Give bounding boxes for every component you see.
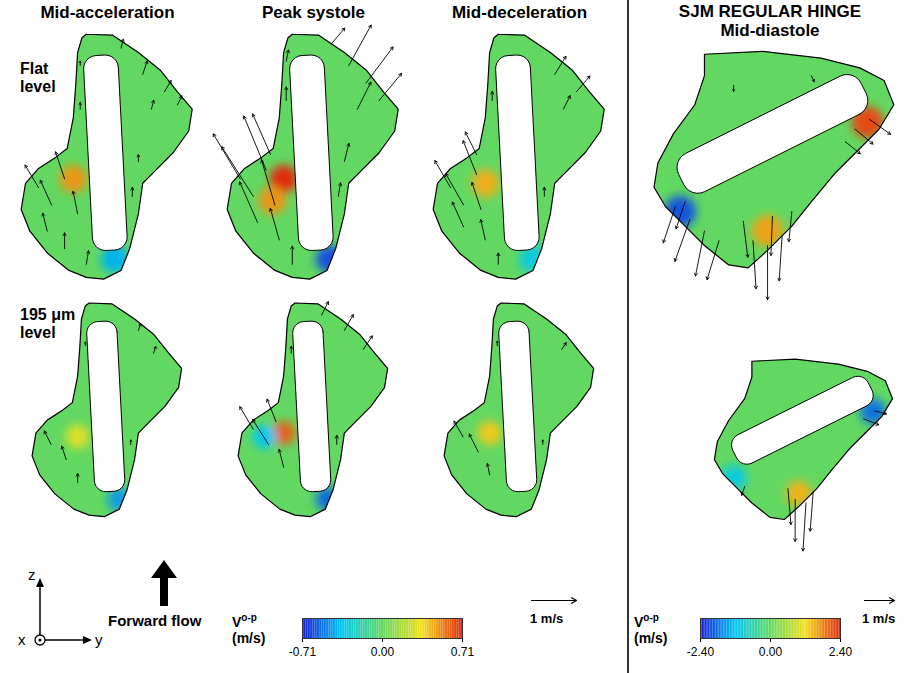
html-text:SJM REGULAR HINGE: SJM REGULAR HINGE bbox=[678, 2, 862, 21]
svg-text:-0.71: -0.71 bbox=[289, 645, 317, 659]
svg-text:0.00: 0.00 bbox=[759, 645, 783, 659]
html-text:(m/s): (m/s) bbox=[232, 629, 266, 646]
svg-text:y: y bbox=[95, 631, 103, 648]
svg-text:2.40: 2.40 bbox=[829, 645, 853, 659]
html-text:Vo-p: Vo-p bbox=[634, 612, 659, 630]
html-text:Forward flow: Forward flow bbox=[108, 612, 202, 629]
svg-text:0.00: 0.00 bbox=[371, 645, 395, 659]
html-text:1 m/s: 1 m/s bbox=[530, 611, 564, 626]
html-text:195 μm level: 195 μm level bbox=[20, 306, 76, 342]
html-text:(m/s): (m/s) bbox=[634, 629, 668, 646]
html-text:Flat level: Flat level bbox=[20, 60, 56, 96]
html-text:Mid-diastole: Mid-diastole bbox=[720, 21, 820, 40]
html-text:Mid-deceleration: Mid-deceleration bbox=[452, 3, 587, 22]
svg-text:0.71: 0.71 bbox=[451, 645, 475, 659]
html-text:1 m/s: 1 m/s bbox=[862, 611, 896, 626]
svg-text:z: z bbox=[28, 566, 36, 583]
svg-text:x: x bbox=[18, 631, 26, 648]
html-text:Mid-acceleration: Mid-acceleration bbox=[40, 3, 175, 22]
svg-text:-2.40: -2.40 bbox=[687, 645, 715, 659]
html-text:Vo-p: Vo-p bbox=[232, 612, 257, 630]
html-text:Peak systole: Peak systole bbox=[262, 3, 365, 22]
